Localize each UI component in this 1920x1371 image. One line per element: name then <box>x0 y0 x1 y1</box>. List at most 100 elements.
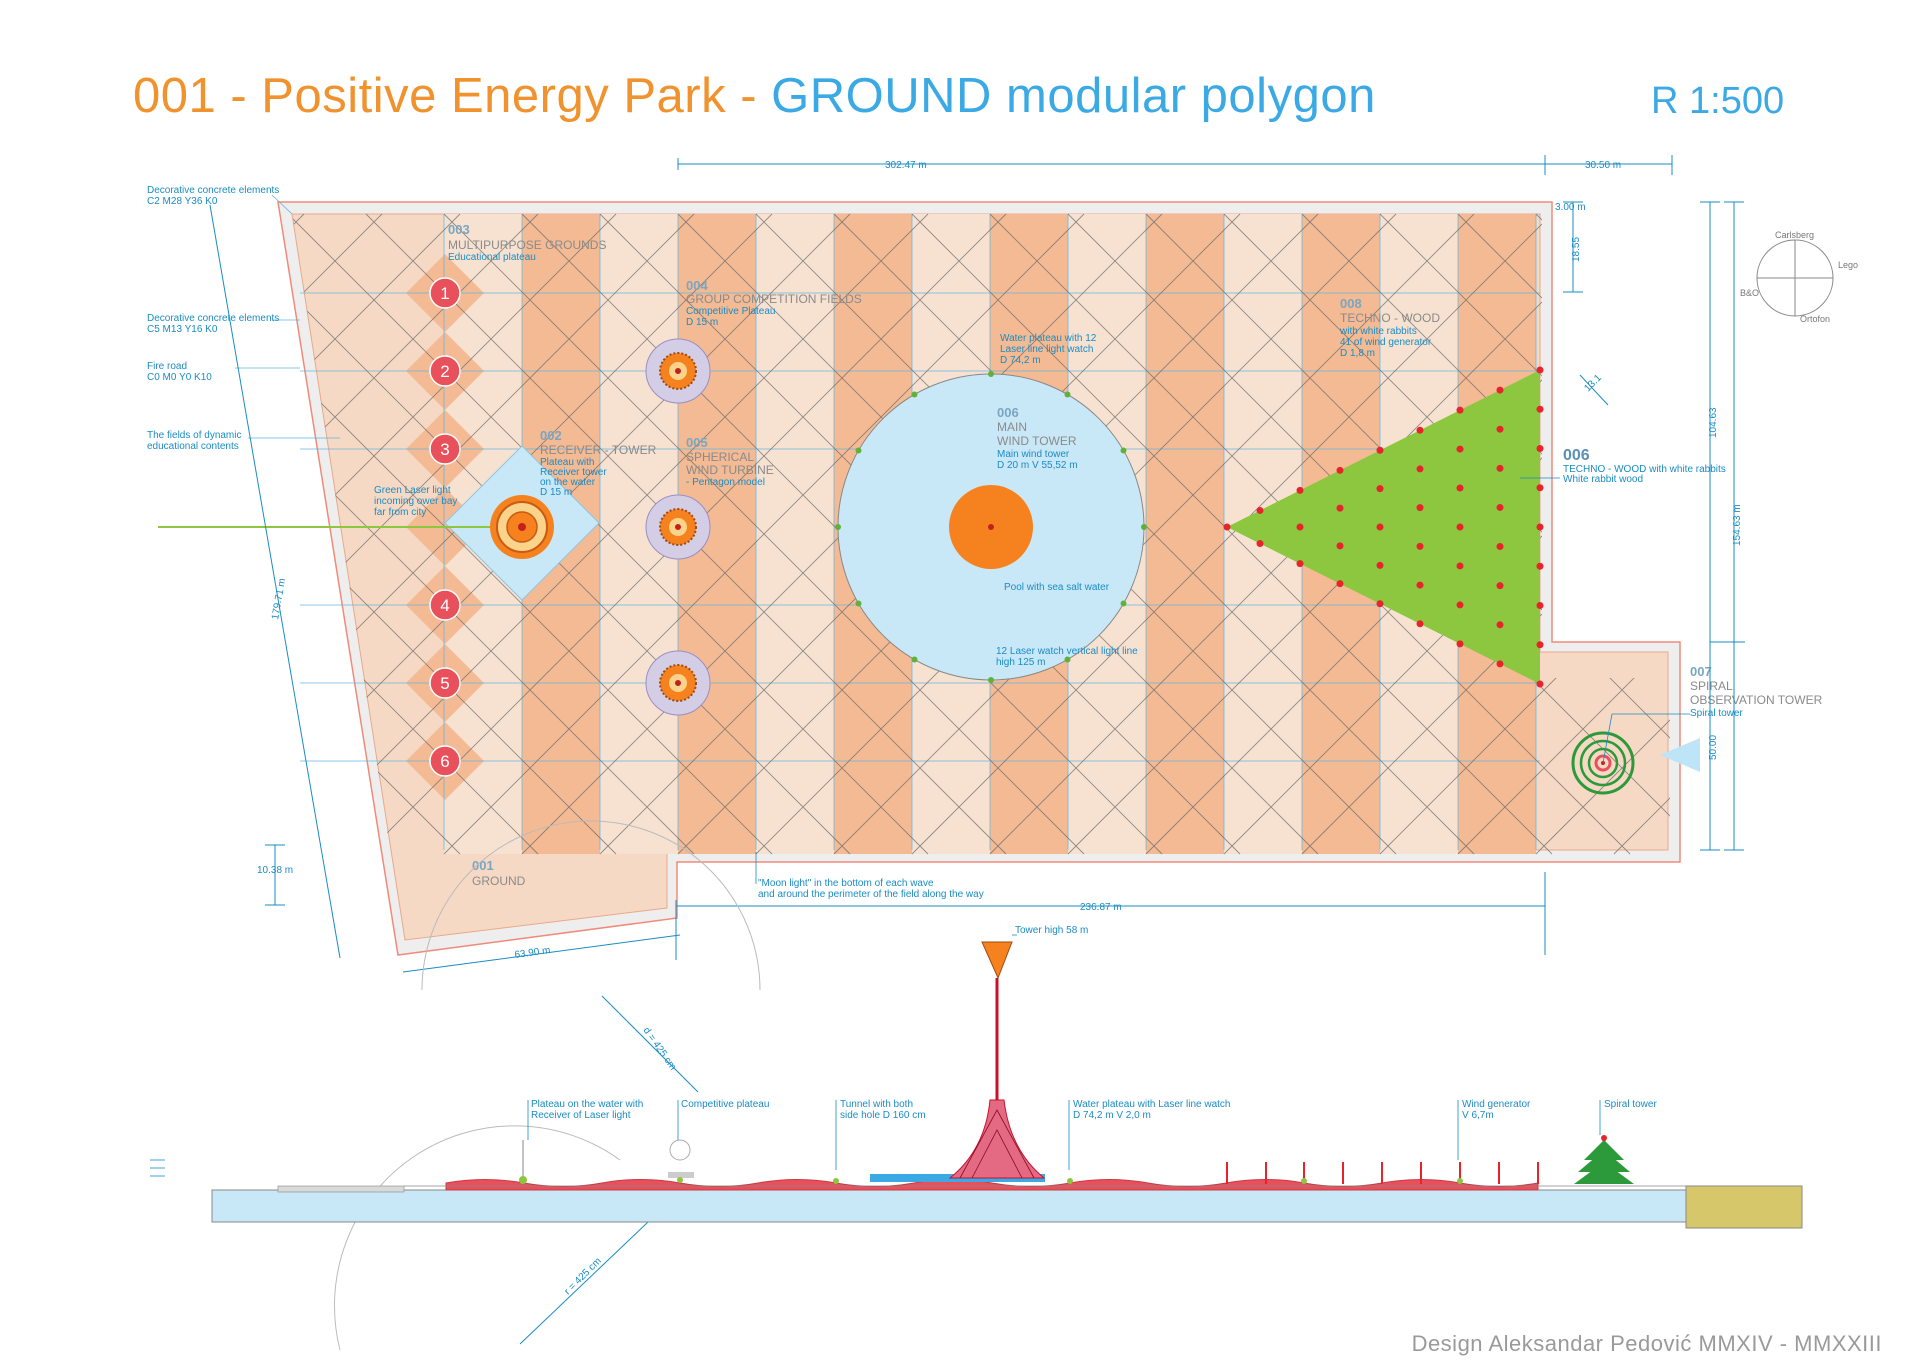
pool-point <box>911 391 918 398</box>
zone-006-sub2: D 20 m V 55,52 m <box>997 460 1078 471</box>
moon-note-l2: and around the perimeter of the field al… <box>758 889 984 900</box>
pool-point <box>1141 524 1147 530</box>
zone-008-name: TECHNO - WOOD <box>1340 311 1440 325</box>
pool-point <box>1120 447 1127 454</box>
wind-generator-point <box>1536 680 1544 688</box>
dim-300: 3.00 m <box>1555 202 1586 213</box>
wind-generator-point <box>1496 386 1504 394</box>
laser-watch-l2: high 125 m <box>996 657 1045 668</box>
marker-circle <box>429 745 461 777</box>
dim-6390: 63.90 m <box>514 945 551 961</box>
wind-generator-point <box>1456 562 1464 570</box>
diag-line <box>0 214 226 854</box>
zone-008-sub1: with white rabbits <box>1339 326 1417 337</box>
diag-line <box>0 214 226 854</box>
pool-point <box>855 447 862 454</box>
dimension-lines <box>209 155 1745 973</box>
note-3-line1: Fire road <box>147 361 187 372</box>
wind-generator-point <box>1456 406 1464 414</box>
wind-generator-point <box>1256 506 1264 514</box>
zone-005-name2: WIND TURBINE <box>686 463 774 477</box>
diag-line <box>1848 214 1920 854</box>
diag-line <box>1692 214 1920 854</box>
turbine-center <box>675 368 681 374</box>
wind-generator-point <box>1376 446 1384 454</box>
wind-generator-point <box>1496 425 1504 433</box>
wind-generator-point <box>1536 602 1544 609</box>
pool-point <box>988 371 994 377</box>
dim-5000: 50.00 <box>1708 735 1719 760</box>
zone-006b-name: TECHNO - WOOD with white rabbits <box>1563 464 1726 475</box>
marker-number: 3 <box>440 440 449 459</box>
section-spiral-tower <box>1574 1135 1634 1184</box>
pool-point <box>988 677 994 683</box>
spiral-leader <box>1602 713 1613 764</box>
zone-002-sub1: Plateau with <box>540 457 594 468</box>
note-1-line1: Decorative concrete elements <box>147 185 279 196</box>
numbered-markers: 1 2 3 4 5 6 <box>429 277 461 777</box>
marker-number: 6 <box>440 752 449 771</box>
section-arcs <box>334 820 761 1351</box>
zone-002-num: 002 <box>540 428 562 443</box>
wind-generator-point <box>1416 620 1424 628</box>
wind-generator-point <box>1376 561 1384 569</box>
zone-006b-sub: White rabbit wood <box>1563 474 1643 485</box>
zone-007-name1: SPIRAL <box>1690 679 1733 693</box>
zone-008-num: 008 <box>1340 296 1362 311</box>
section-tunnel-l2: side hole D 160 cm <box>840 1110 926 1121</box>
zone-006b-num: 006 <box>1563 447 1590 464</box>
note-4-line2: educational contents <box>147 441 239 452</box>
section-plateaus <box>519 1139 1463 1184</box>
wind-generator-point <box>1336 466 1344 474</box>
zone-003-num: 003 <box>448 222 470 237</box>
diag-line <box>833 213 1475 855</box>
marker-circle <box>429 433 461 465</box>
zone-002-sub4: D 15 m <box>540 487 572 498</box>
pool-point <box>1064 656 1071 663</box>
compass-west: B&O <box>1740 288 1759 298</box>
zone-006-name2: WIND TOWER <box>997 434 1077 448</box>
zone-005-sub: - Pentagon model <box>686 477 765 488</box>
zone-008-sub3: D 1,8 m <box>1340 348 1375 359</box>
dim-top-width: 302.47 m <box>885 160 927 171</box>
diag-line <box>1770 214 1920 854</box>
wind-generator-point <box>1416 504 1424 512</box>
moon-note-l1: "Moon light" in the bottom of each wave <box>758 878 934 889</box>
wind-generator-point <box>1223 523 1231 531</box>
wind-generator-point <box>1536 562 1544 570</box>
zone-003-sub: Educational plateau <box>448 252 536 263</box>
left-notes <box>235 194 340 439</box>
wind-generator-point <box>1336 542 1344 550</box>
tile-column <box>1146 214 1224 854</box>
wind-generator-point <box>1496 503 1504 511</box>
wind-generator-point <box>1536 366 1544 374</box>
note-4-line1: The fields of dynamic <box>147 430 242 441</box>
pool-point <box>1120 600 1127 607</box>
turbine-center <box>675 524 681 530</box>
dim-top-right: 30.50 m <box>1585 160 1621 171</box>
wind-generator-point <box>1296 486 1304 494</box>
diag-line <box>292 213 929 855</box>
turbine-center <box>675 680 681 686</box>
zone-007-sub: Spiral tower <box>1690 708 1743 719</box>
wind-generator-point <box>1536 484 1544 492</box>
section-plateau-l2: Receiver of Laser light <box>531 1110 631 1121</box>
section-level-marks <box>150 1159 165 1177</box>
pool-laser-points <box>835 371 1147 683</box>
note-2-line1: Decorative concrete elements <box>147 313 279 324</box>
section-ground-left <box>277 1185 405 1193</box>
pool-point <box>855 600 862 607</box>
wind-generator-point <box>1256 540 1264 548</box>
credit-text: Design Aleksandar Pedović MMXIV - MMXXII… <box>1411 1331 1882 1356</box>
diag-line <box>292 213 539 855</box>
dim-1038: 10.38 m <box>257 865 293 876</box>
water-plateau-l3: D 74,2 m <box>1000 355 1041 366</box>
section-tower-high: Tower high 58 m <box>1015 925 1088 936</box>
zone-003-name: MULTIPURPOSE GROUNDS <box>448 238 606 252</box>
water-plateau-l2: Laser line light watch <box>1000 344 1093 355</box>
laser-note-l3: far from city <box>374 507 426 518</box>
wind-generator-point <box>1496 543 1504 551</box>
zone-004-sub2: D 15 m <box>686 317 718 328</box>
zone-008-sub2: 41 of wind generator <box>1340 337 1432 348</box>
